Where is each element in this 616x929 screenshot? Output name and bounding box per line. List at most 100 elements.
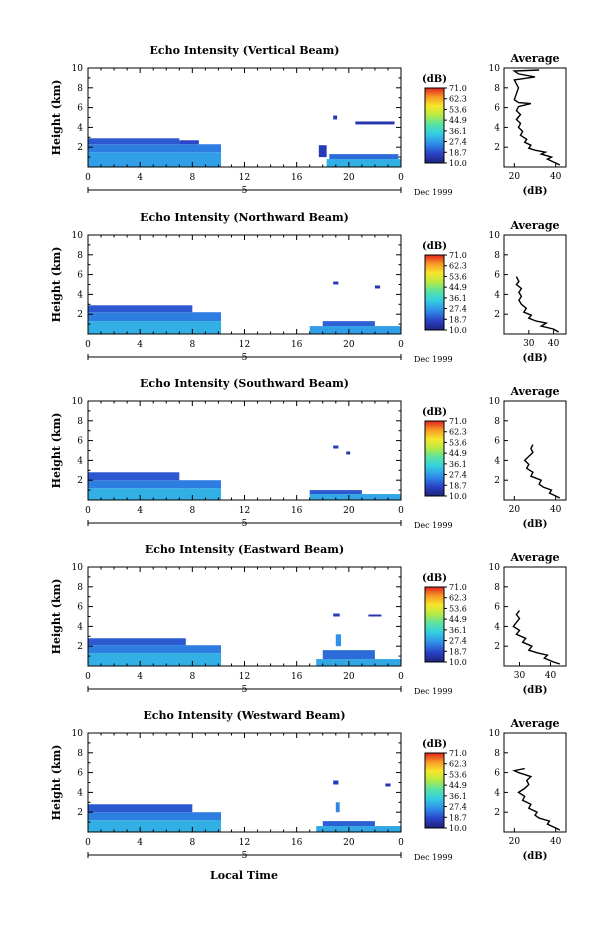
x-tick-label: 16 bbox=[291, 173, 303, 183]
heatmap-cell bbox=[333, 613, 340, 617]
heatmap-cell bbox=[88, 144, 222, 153]
colorbar-tick-label: 71.0 bbox=[449, 583, 467, 592]
colorbar-tick-label: 62.3 bbox=[449, 594, 467, 603]
colorbar-tick-label: 36.1 bbox=[449, 792, 467, 801]
colorbar-unit: (dB) bbox=[422, 573, 447, 584]
y-tick-label: 2 bbox=[77, 808, 83, 818]
colorbar-tick-label: 18.7 bbox=[449, 315, 467, 324]
heatmap-cell bbox=[88, 653, 222, 666]
avg-y-tick-label: 8 bbox=[494, 417, 500, 427]
heatmap-cell bbox=[385, 783, 391, 787]
colorbar-tick-label: 71.0 bbox=[449, 84, 467, 93]
heatmap-cell bbox=[322, 321, 375, 327]
day-label: 5 bbox=[242, 353, 248, 363]
colorbar-tick-label: 62.3 bbox=[449, 262, 467, 271]
heatmap-cell bbox=[322, 650, 375, 660]
colorbar-tick-label: 36.1 bbox=[449, 294, 467, 303]
y-axis-label: Height (km) bbox=[50, 579, 63, 655]
colorbar-tick-label: 53.6 bbox=[449, 105, 467, 114]
x-tick-label: 8 bbox=[189, 838, 195, 848]
heatmap-cell bbox=[309, 490, 362, 495]
colorbar-tick-label: 44.9 bbox=[449, 283, 467, 292]
colorbar-tick-label: 36.1 bbox=[449, 460, 467, 469]
x-tick-label: 0 bbox=[398, 838, 404, 848]
x-tick-label: 0 bbox=[398, 340, 404, 350]
y-axis-label: Height (km) bbox=[50, 247, 63, 323]
colorbar-unit: (dB) bbox=[422, 74, 447, 85]
y-tick-label: 10 bbox=[72, 563, 84, 573]
colorbar bbox=[424, 586, 445, 663]
avg-x-tick-label: 20 bbox=[509, 172, 521, 182]
average-profile-line bbox=[523, 444, 561, 499]
heatmap-cell bbox=[333, 445, 339, 449]
x-tick-label: 20 bbox=[343, 173, 355, 183]
colorbar-tick-label: 18.7 bbox=[449, 813, 467, 822]
avg-y-tick-label: 8 bbox=[494, 583, 500, 593]
colorbar-tick-label: 10.0 bbox=[449, 326, 467, 335]
heatmap-cell bbox=[335, 634, 342, 647]
colorbar-tick-label: 44.9 bbox=[449, 116, 467, 125]
colorbar-tick-label: 62.3 bbox=[449, 760, 467, 769]
avg-y-tick-label: 10 bbox=[489, 729, 501, 739]
avg-y-tick-label: 8 bbox=[494, 251, 500, 261]
y-tick-label: 6 bbox=[77, 603, 83, 613]
heatmap-cell bbox=[88, 804, 193, 813]
colorbar-tick-label: 18.7 bbox=[449, 481, 467, 490]
heatmap-cell bbox=[329, 154, 399, 160]
y-tick-label: 2 bbox=[77, 476, 83, 486]
average-profile-line bbox=[512, 767, 561, 831]
colorbar-tick-label: 53.6 bbox=[449, 604, 467, 613]
colorbar-tick-label: 27.4 bbox=[449, 471, 467, 480]
date-label: Dec 1999 bbox=[414, 188, 453, 197]
average-title: Average bbox=[509, 219, 559, 232]
avg-y-tick-label: 6 bbox=[494, 437, 500, 447]
colorbar-tick-label: 10.0 bbox=[449, 824, 467, 833]
avg-y-tick-label: 2 bbox=[494, 476, 500, 486]
x-tick-label: 16 bbox=[291, 340, 303, 350]
heatmap-cell bbox=[88, 812, 222, 821]
avg-x-tick-label: 40 bbox=[550, 172, 562, 182]
x-tick-label: 12 bbox=[239, 173, 250, 183]
colorbar-tick-label: 62.3 bbox=[449, 95, 467, 104]
colorbar-tick-label: 27.4 bbox=[449, 138, 467, 147]
heatmap-cell bbox=[88, 321, 222, 334]
avg-x-tick-label: 30 bbox=[514, 671, 526, 681]
y-tick-label: 6 bbox=[77, 437, 83, 447]
x-tick-label: 0 bbox=[398, 506, 404, 516]
colorbar-unit: (dB) bbox=[422, 241, 447, 252]
y-tick-label: 4 bbox=[77, 788, 83, 798]
heatmap-cell bbox=[88, 472, 180, 481]
x-tick-label: 0 bbox=[85, 173, 91, 183]
x-tick-label: 4 bbox=[137, 672, 143, 682]
date-label: Dec 1999 bbox=[414, 853, 453, 862]
y-tick-label: 4 bbox=[77, 290, 83, 300]
colorbar-tick-label: 36.1 bbox=[449, 127, 467, 136]
x-tick-label: 20 bbox=[343, 838, 355, 848]
colorbar bbox=[424, 752, 445, 829]
avg-y-tick-label: 6 bbox=[494, 769, 500, 779]
x-tick-label: 12 bbox=[239, 506, 250, 516]
average-frame bbox=[503, 67, 567, 168]
heatmap-cell bbox=[333, 780, 339, 785]
avg-y-tick-label: 10 bbox=[489, 563, 501, 573]
x-tick-label: 16 bbox=[291, 506, 303, 516]
avg-x-tick-label: 40 bbox=[550, 505, 562, 515]
average-title: Average bbox=[509, 385, 559, 398]
average-profile-line bbox=[512, 69, 561, 166]
x-tick-label: 0 bbox=[398, 173, 404, 183]
x-tick-label: 0 bbox=[398, 672, 404, 682]
panel-1: Echo Intensity (Northward Beam)0 4 8 12 16 20… bbox=[50, 211, 567, 364]
y-tick-label: 10 bbox=[72, 231, 84, 241]
average-title: Average bbox=[509, 717, 559, 730]
y-tick-label: 10 bbox=[72, 397, 84, 407]
heatmap-cell bbox=[88, 645, 222, 654]
y-tick-label: 6 bbox=[77, 769, 83, 779]
x-tick-label: 12 bbox=[239, 838, 250, 848]
avg-y-tick-label: 2 bbox=[494, 143, 500, 153]
x-tick-label: 8 bbox=[189, 173, 195, 183]
day-label: 5 bbox=[242, 851, 248, 861]
heatmap-cell bbox=[333, 281, 339, 285]
average-frame bbox=[503, 234, 567, 335]
heatmap-cell bbox=[318, 145, 327, 158]
